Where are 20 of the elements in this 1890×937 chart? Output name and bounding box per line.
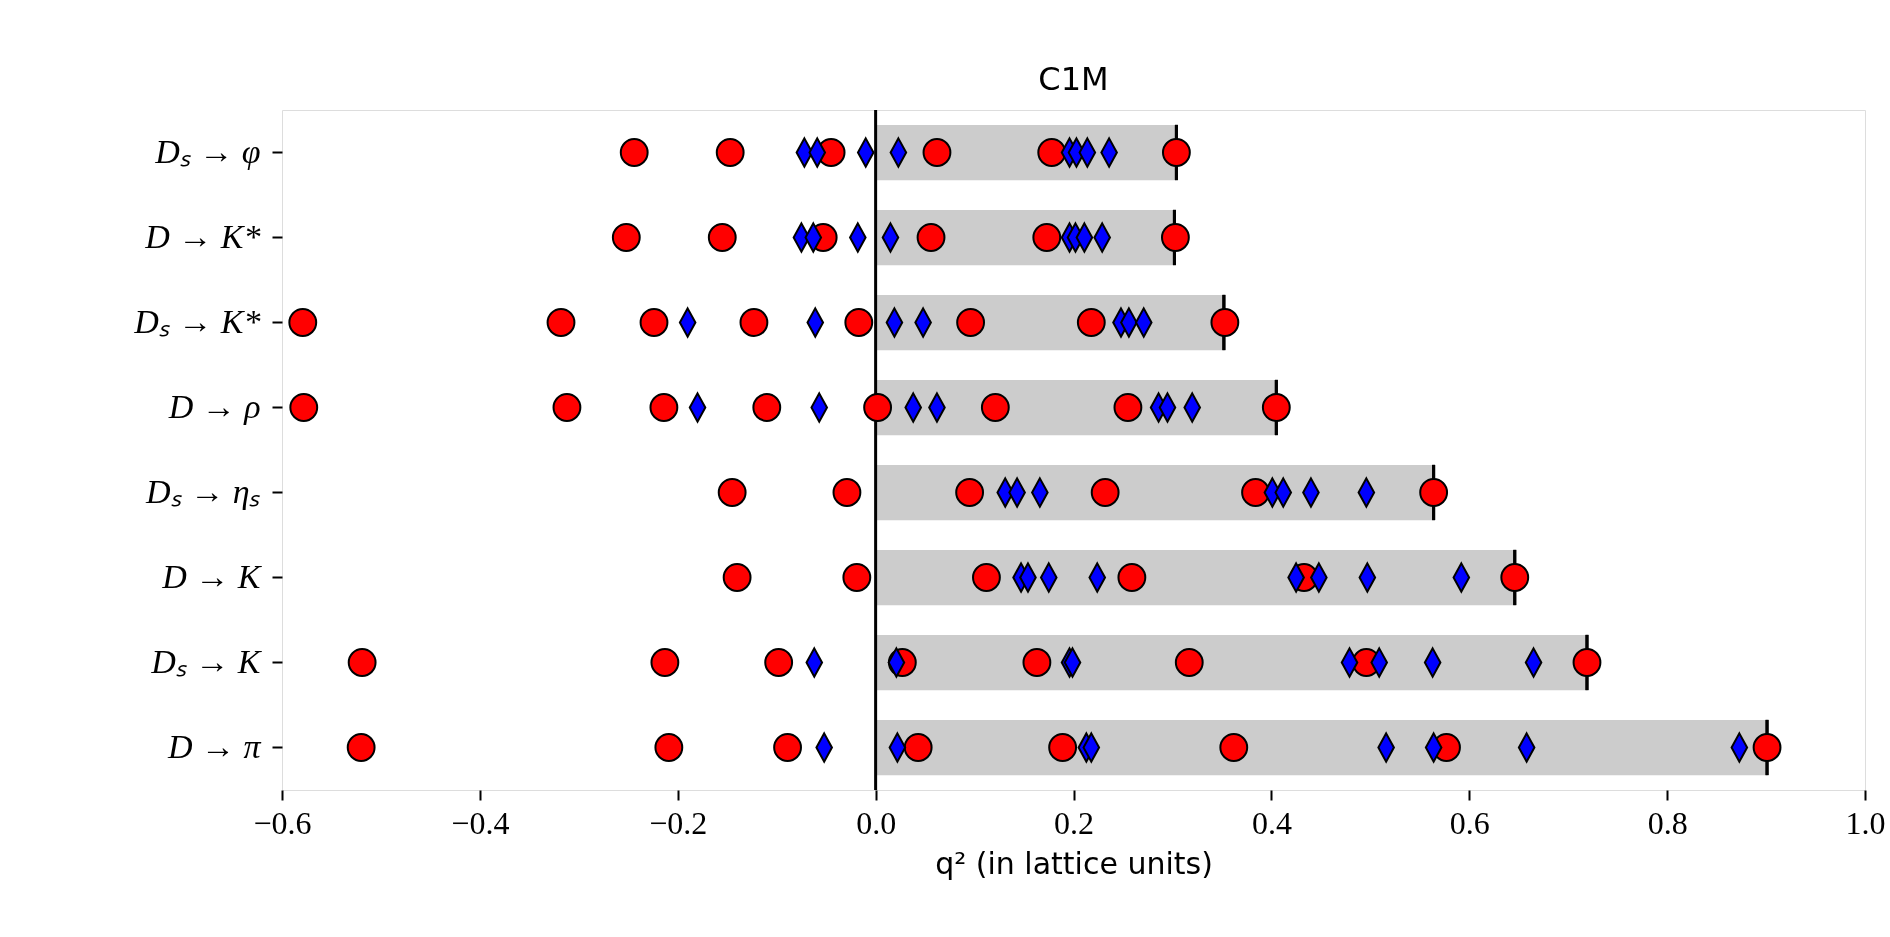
y-tick-label: Dₛ → ηₛ [145, 472, 262, 510]
x-tick-label: −0.2 [649, 804, 708, 841]
x-tick-label: 0.8 [1647, 804, 1688, 841]
y-tick-label: Dₛ → K [150, 642, 263, 680]
y-tick-label: D → K* [144, 217, 261, 255]
y-tick-label: D → K [161, 557, 263, 595]
x-tick-label: −0.6 [253, 804, 312, 841]
x-tick-label: 1.0 [1845, 804, 1886, 841]
chart-title: C1M [1038, 59, 1109, 98]
y-tick-label: D → ρ [167, 387, 261, 425]
x-axis-title: q² (in lattice units) [935, 845, 1213, 881]
x-tick-label: 0.0 [856, 804, 897, 841]
bar [875, 719, 1768, 776]
x-tick-label: 0.4 [1251, 804, 1292, 841]
x-tick-label: 0.6 [1449, 804, 1490, 841]
x-tick-label: −0.4 [451, 804, 510, 841]
x-tick-label: 0.2 [1054, 804, 1094, 841]
y-tick-label: Dₛ → K* [133, 302, 261, 340]
y-tick-label: Dₛ → φ [154, 132, 261, 170]
y-tick-label: D → π [166, 727, 262, 765]
